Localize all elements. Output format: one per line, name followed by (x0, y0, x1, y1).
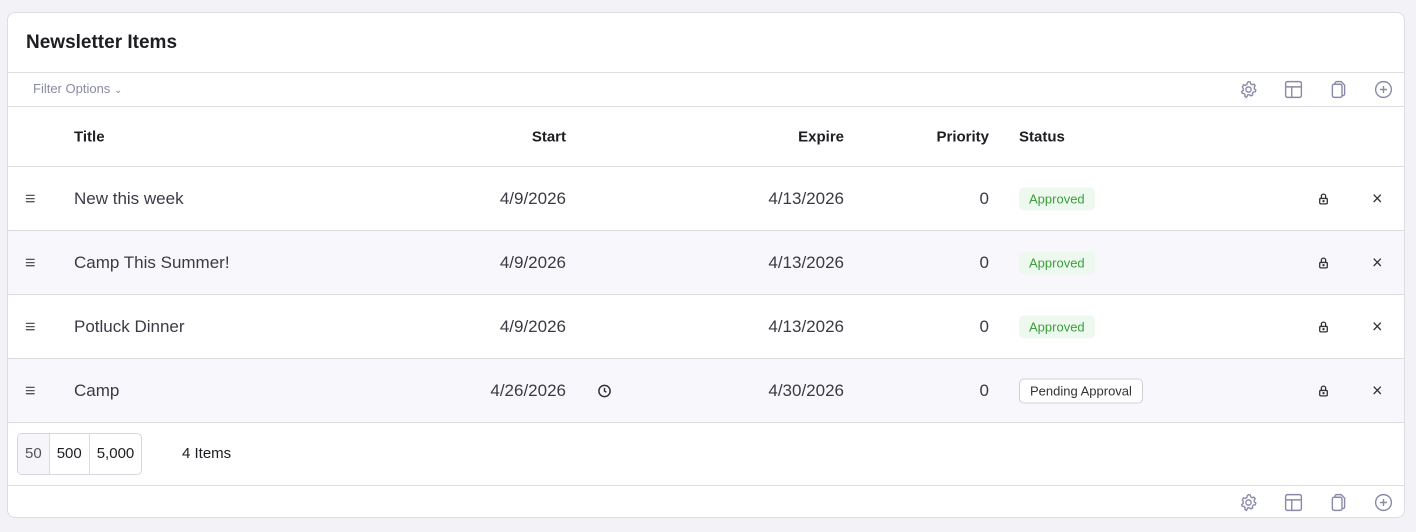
copy-icon[interactable] (1328, 79, 1349, 100)
page-size-500[interactable]: 500 (50, 434, 90, 474)
page-size-50[interactable]: 50 (18, 434, 50, 474)
drag-handle-icon[interactable]: ≡ (25, 252, 36, 272)
table-row: ≡ New this week 4/9/2026 4/13/2026 0 App… (8, 167, 1404, 231)
newsletter-items-panel: Newsletter Items Filter Options ⌄ Title … (7, 12, 1405, 518)
table-row: ≡ Potluck Dinner 4/9/2026 4/13/2026 0 Ap… (8, 295, 1404, 359)
delete-icon[interactable]: × (1372, 188, 1383, 208)
table-row: ≡ Camp This Summer! 4/9/2026 4/13/2026 0… (8, 231, 1404, 295)
chevron-down-icon: ⌄ (113, 85, 123, 96)
table-icon[interactable] (1283, 79, 1304, 100)
row-start: 4/9/2026 (499, 252, 566, 272)
page-size-selector: 50 500 5,000 (17, 433, 143, 475)
table-row: ≡ Camp 4/26/2026 4/30/2026 0 Pending App… (8, 359, 1404, 423)
top-toolbar: Filter Options ⌄ (8, 73, 1404, 107)
row-priority: 0 (979, 252, 989, 272)
drag-handle-icon[interactable]: ≡ (25, 316, 36, 336)
status-badge: Approved (1019, 315, 1095, 338)
lock-icon[interactable] (1317, 256, 1330, 269)
row-expire: 4/30/2026 (768, 380, 844, 400)
drag-handle-icon[interactable]: ≡ (25, 380, 36, 400)
page-size-5000[interactable]: 5,000 (96, 445, 135, 462)
row-expire: 4/13/2026 (768, 188, 844, 208)
row-expire: 4/13/2026 (768, 316, 844, 336)
delete-icon[interactable]: × (1372, 316, 1383, 336)
column-header-title[interactable]: Title (74, 128, 105, 145)
delete-icon[interactable]: × (1372, 252, 1383, 272)
status-badge: Pending Approval (1019, 378, 1143, 403)
row-start: 4/9/2026 (499, 188, 566, 208)
drag-handle-icon[interactable]: ≡ (25, 188, 36, 208)
row-expire: 4/13/2026 (768, 252, 844, 272)
page-title: Newsletter Items (8, 13, 1404, 73)
table-header: Title Start Expire Priority Status (8, 107, 1404, 167)
column-header-status[interactable]: Status (1019, 128, 1065, 145)
copy-icon[interactable] (1328, 492, 1349, 513)
row-title[interactable]: Camp (74, 380, 120, 400)
column-header-expire[interactable]: Expire (798, 128, 844, 145)
row-start: 4/9/2026 (499, 316, 566, 336)
bottom-toolbar (8, 485, 1404, 517)
row-title[interactable]: Camp This Summer! (74, 252, 230, 272)
table-icon[interactable] (1283, 492, 1304, 513)
filter-options-label: Filter Options (33, 81, 111, 96)
delete-icon[interactable]: × (1372, 380, 1383, 400)
status-badge: Approved (1019, 187, 1095, 210)
add-circle-icon[interactable] (1373, 79, 1394, 100)
column-header-priority[interactable]: Priority (936, 128, 989, 145)
row-priority: 0 (979, 380, 989, 400)
row-title[interactable]: Potluck Dinner (74, 316, 185, 336)
gear-icon[interactable] (1238, 492, 1259, 513)
filter-options-dropdown[interactable]: Filter Options ⌄ (33, 81, 122, 96)
lock-icon[interactable] (1317, 320, 1330, 333)
clock-icon (598, 384, 611, 397)
row-priority: 0 (979, 188, 989, 208)
column-header-start[interactable]: Start (531, 128, 566, 145)
status-badge: Approved (1019, 251, 1095, 274)
lock-icon[interactable] (1317, 192, 1330, 205)
add-circle-icon[interactable] (1373, 492, 1394, 513)
row-title[interactable]: New this week (74, 188, 184, 208)
item-count: 4 Items (182, 445, 232, 462)
row-priority: 0 (979, 316, 989, 336)
lock-icon[interactable] (1317, 384, 1330, 397)
row-start: 4/26/2026 (490, 380, 566, 400)
gear-icon[interactable] (1238, 79, 1259, 100)
